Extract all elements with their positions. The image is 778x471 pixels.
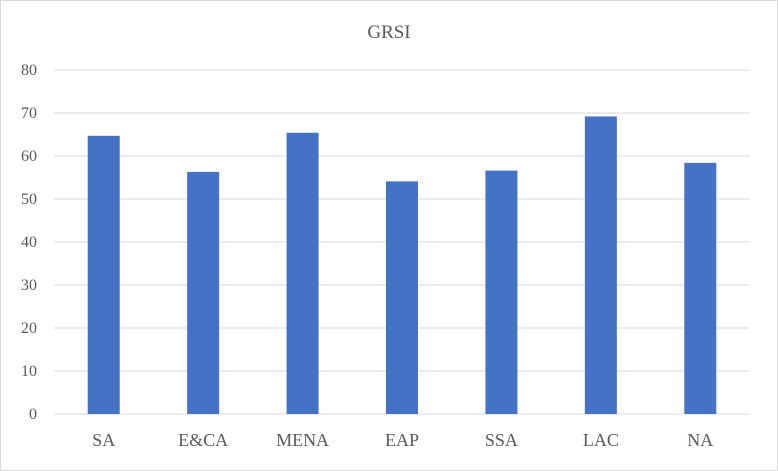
x-category-label: MENA bbox=[276, 430, 329, 450]
x-category-label: NA bbox=[687, 430, 713, 450]
x-category-label: E&CA bbox=[178, 430, 228, 450]
chart-title: GRSI bbox=[367, 22, 410, 43]
y-tick-label: 50 bbox=[21, 191, 37, 208]
bar-eap bbox=[386, 181, 418, 414]
x-axis-categories: SA E&CA MENA EAP SSA LAC NA bbox=[92, 430, 713, 450]
y-tick-label: 30 bbox=[21, 277, 37, 294]
y-tick-label: 70 bbox=[21, 105, 37, 122]
y-axis-ticks: 0 10 20 30 40 50 60 70 80 bbox=[21, 62, 37, 423]
y-tick-label: 10 bbox=[21, 363, 37, 380]
bar-sa bbox=[87, 135, 120, 415]
y-tick-label: 60 bbox=[21, 148, 37, 165]
bars bbox=[87, 116, 717, 415]
bar-mena bbox=[286, 132, 319, 414]
x-category-label: SA bbox=[92, 430, 115, 450]
y-tick-label: 20 bbox=[21, 320, 37, 337]
bar-eca bbox=[187, 171, 220, 414]
y-tick-label: 0 bbox=[29, 406, 37, 423]
bar-lac bbox=[584, 116, 617, 414]
x-category-label: EAP bbox=[385, 430, 419, 450]
y-tick-label: 40 bbox=[21, 234, 37, 251]
bar-na bbox=[684, 162, 717, 414]
x-category-label: LAC bbox=[583, 430, 619, 450]
y-tick-label: 80 bbox=[21, 62, 37, 79]
bar-ssa bbox=[485, 170, 518, 414]
x-category-label: SSA bbox=[485, 430, 518, 450]
